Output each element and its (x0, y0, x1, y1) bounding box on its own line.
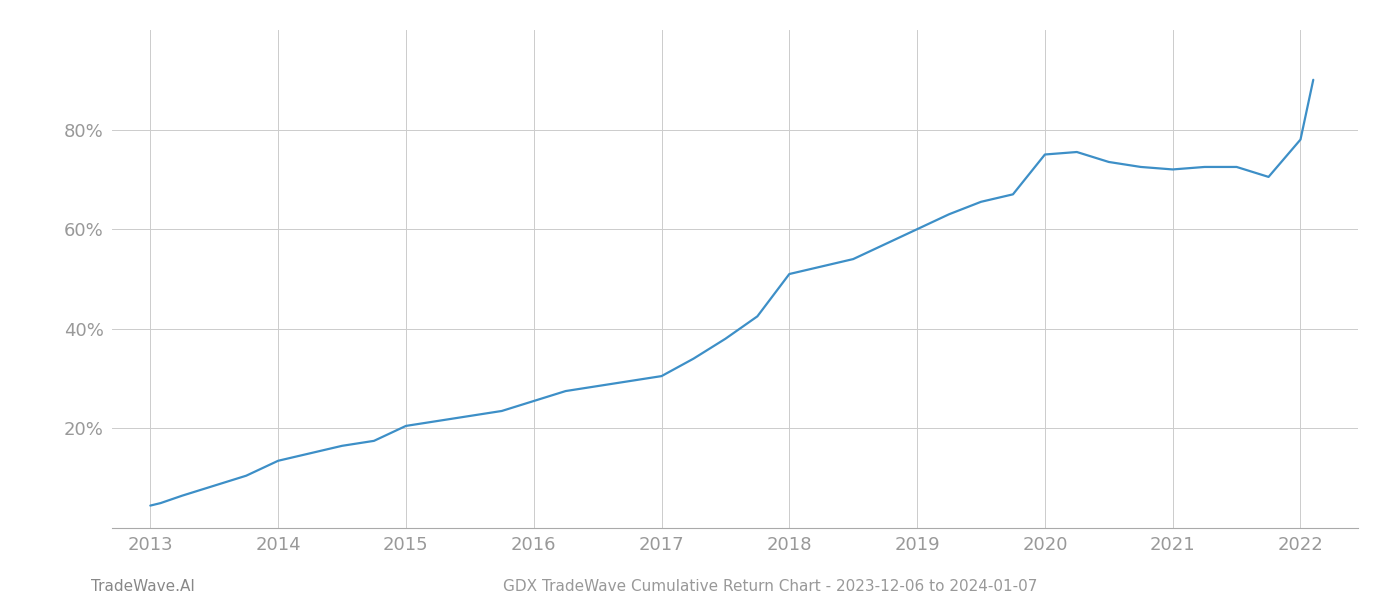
Text: TradeWave.AI: TradeWave.AI (91, 579, 195, 594)
Text: GDX TradeWave Cumulative Return Chart - 2023-12-06 to 2024-01-07: GDX TradeWave Cumulative Return Chart - … (503, 579, 1037, 594)
